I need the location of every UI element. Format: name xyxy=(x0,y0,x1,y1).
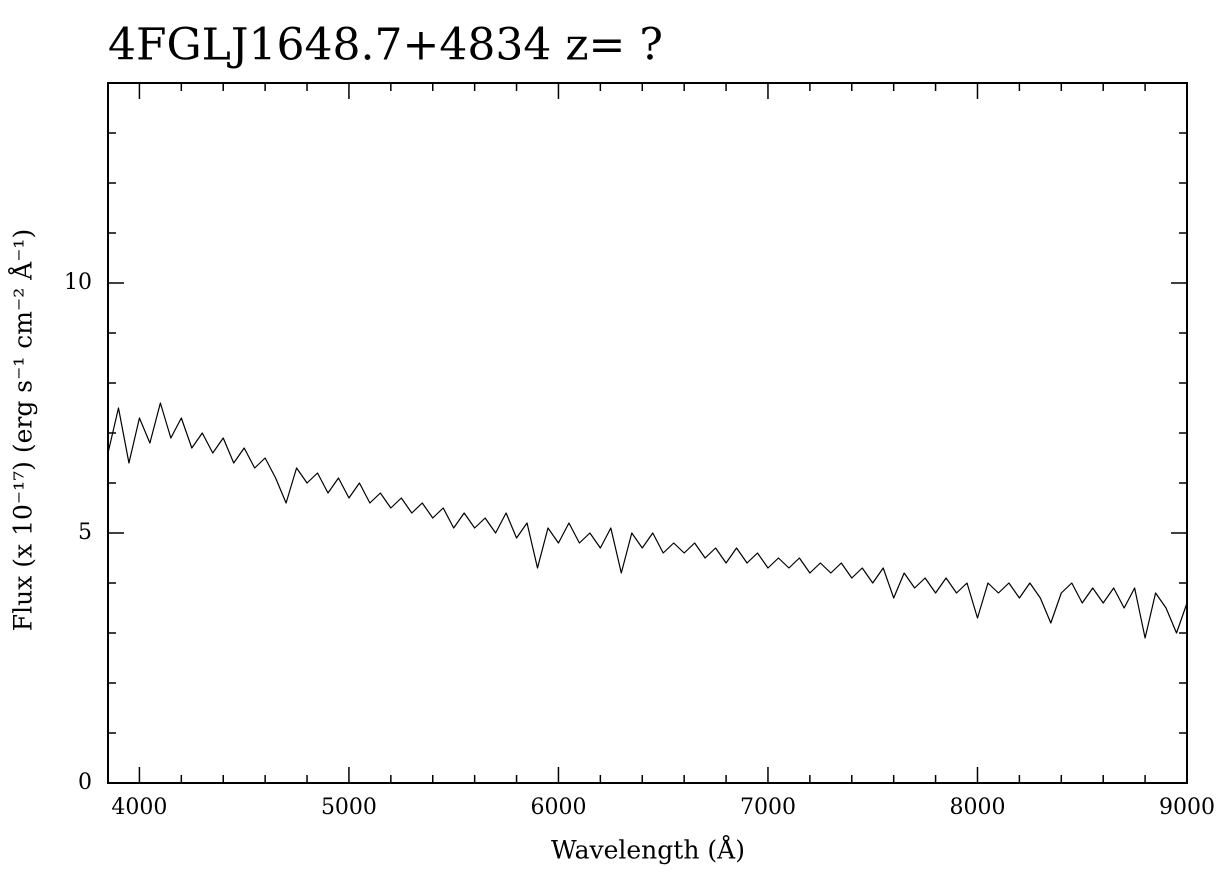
y-axis-label: Flux (x 10⁻¹⁷) (erg s⁻¹ cm⁻² Å⁻¹) xyxy=(8,229,38,631)
x-tick-label: 7000 xyxy=(740,795,796,820)
chart-title: 4FGLJ1648.7+4834 z= ? xyxy=(108,20,663,71)
plot-frame xyxy=(107,82,1188,784)
x-tick-label: 4000 xyxy=(111,795,167,820)
spectrum-line xyxy=(107,402,1188,639)
y-tick-label: 0 xyxy=(78,770,92,795)
y-tick-label: 10 xyxy=(64,270,92,295)
x-tick-label: 5000 xyxy=(321,795,377,820)
x-tick-label: 6000 xyxy=(530,795,586,820)
y-tick-label: 5 xyxy=(78,520,92,545)
x-axis-label: Wavelength (Å) xyxy=(551,835,745,865)
x-tick-label: 8000 xyxy=(949,795,1005,820)
x-tick-label: 9000 xyxy=(1159,795,1215,820)
